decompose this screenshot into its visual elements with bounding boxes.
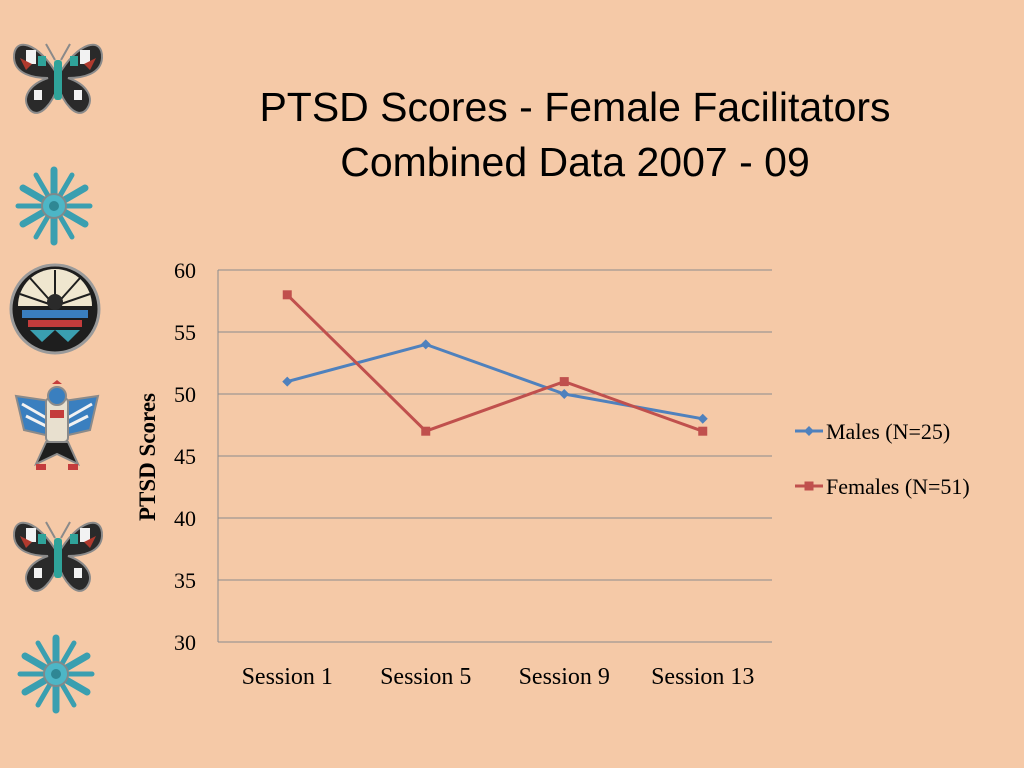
title-line-1: PTSD Scores - Female Facilitators	[259, 84, 891, 130]
series-line	[286, 293, 704, 433]
y-tick-label: 45	[174, 444, 196, 469]
data-point-square	[559, 377, 569, 387]
data-point-square	[698, 426, 708, 436]
data-point-diamond	[697, 413, 708, 424]
legend-label: Males (N=25)	[826, 419, 950, 444]
snowflake-pin-icon	[17, 634, 95, 714]
y-tick-label: 60	[174, 258, 196, 283]
legend-marker	[804, 481, 814, 491]
x-tick-label: Session 9	[519, 664, 610, 690]
snowflake-pin-icon	[15, 166, 93, 246]
sun-face-pin-icon	[9, 263, 101, 355]
data-point-diamond	[559, 389, 570, 399]
x-tick-label: Session 5	[380, 664, 471, 690]
legend-marker	[804, 426, 814, 436]
butterfly-pin-icon	[12, 521, 104, 592]
thunderbird-pin-icon	[14, 380, 100, 470]
butterfly-pin-icon	[12, 43, 104, 114]
y-tick-label: 30	[174, 630, 196, 655]
ornament-column	[0, 0, 110, 768]
data-point-diamond	[420, 339, 431, 350]
title-line-2: Combined Data 2007 - 09	[340, 139, 810, 185]
y-tick-label: 40	[174, 506, 196, 531]
y-tick-label: 35	[174, 568, 196, 593]
legend-label: Females (N=51)	[826, 474, 970, 499]
y-tick-label: 55	[174, 320, 196, 345]
slide-title: PTSD Scores - Female Facilitators Combin…	[180, 80, 970, 190]
data-point-square	[421, 426, 431, 436]
y-axis-title: PTSD Scores	[135, 393, 160, 521]
y-tick-label: 50	[174, 382, 196, 407]
x-tick-label: Session 1	[242, 664, 333, 690]
data-point-square	[282, 290, 292, 300]
x-tick-label: Session 13	[651, 664, 754, 690]
data-point-diamond	[282, 376, 293, 387]
